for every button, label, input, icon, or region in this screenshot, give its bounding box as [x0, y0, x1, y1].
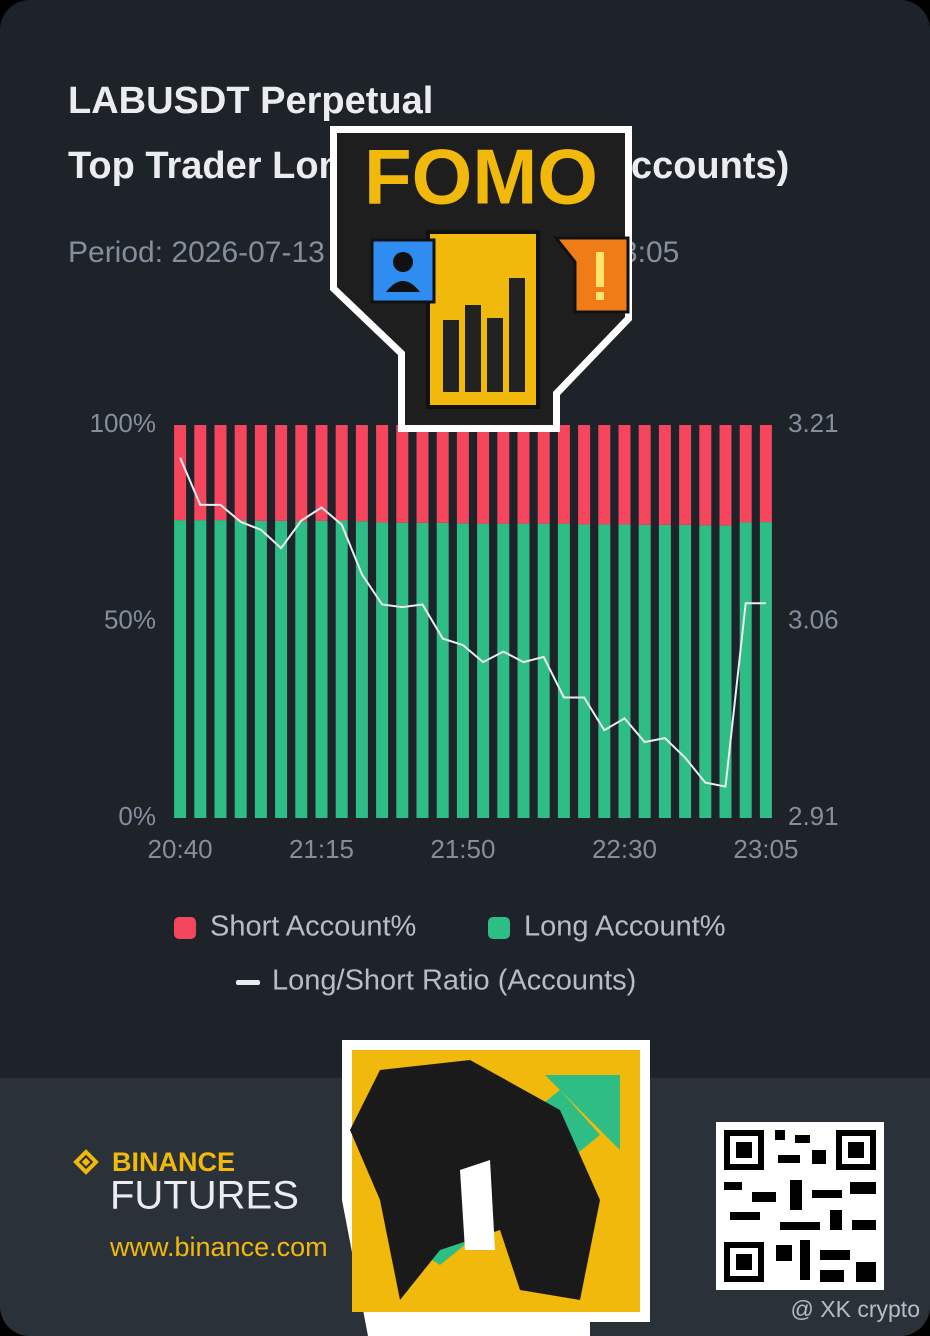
bar-segment: [396, 522, 409, 818]
bar-segment: [194, 520, 207, 818]
bar-segment: [355, 425, 368, 522]
bar-segment: [335, 425, 348, 521]
y-tick-label: 0%: [118, 801, 156, 831]
bar-segment: [759, 425, 772, 523]
bar-segment: [658, 524, 671, 818]
bar-segment: [578, 425, 591, 525]
bar-segment: [234, 425, 247, 521]
bar-segment: [739, 522, 752, 818]
bar-segment: [315, 520, 328, 818]
fomo-sticker: FOMO: [330, 126, 632, 432]
bar-segment: [537, 523, 550, 818]
y-tick-label: 100%: [90, 408, 157, 438]
bull-sticker: [342, 1040, 650, 1336]
bar-segment: [578, 524, 591, 818]
y-tick-label: 50%: [104, 604, 156, 634]
legend-label: Long Account%: [524, 911, 726, 943]
legend-swatch: [174, 917, 196, 939]
bar-segment: [174, 425, 187, 521]
brand: BINANCE: [112, 1147, 235, 1177]
bar-segment: [699, 425, 712, 526]
sticker-text: FOMO: [364, 133, 598, 221]
bar-segment: [477, 425, 490, 524]
bar-segment: [699, 525, 712, 818]
bar-segment: [275, 520, 288, 818]
y2-tick-label: 3.21: [788, 408, 839, 438]
bar-segment: [679, 524, 692, 818]
bar-segment: [376, 522, 389, 818]
legend-swatch: [236, 980, 260, 985]
bar-segment: [234, 520, 247, 818]
credit: @ XK crypto: [791, 1296, 920, 1322]
bar-segment: [456, 425, 469, 524]
x-tick-label: 22:30: [592, 834, 657, 864]
bar-segment: [214, 520, 227, 818]
bar-segment: [517, 425, 530, 524]
legend-label: Short Account%: [210, 911, 416, 943]
bar-segment: [376, 425, 389, 523]
bar-segment: [618, 524, 631, 818]
qr-code: [716, 1122, 884, 1290]
bar-segment: [598, 425, 611, 525]
bar-segment: [719, 425, 732, 526]
title: LABUSDT Perpetual: [68, 80, 433, 122]
x-tick-label: 20:40: [148, 834, 213, 864]
bar-segment: [658, 425, 671, 525]
bar-segment: [638, 425, 651, 525]
bar-segment: [537, 425, 550, 524]
bar-segment: [497, 425, 510, 524]
bar-segment: [396, 425, 409, 523]
legend-swatch: [488, 917, 510, 939]
bar-segment: [355, 521, 368, 818]
bar-segment: [679, 425, 692, 525]
bar-segment: [477, 523, 490, 818]
bar-segment: [638, 524, 651, 818]
bar-segment: [174, 520, 187, 818]
bar-segment: [456, 523, 469, 818]
x-tick-label: 23:05: [733, 834, 798, 864]
bar-segment: [517, 523, 530, 818]
bar-segment: [557, 425, 570, 524]
y2-tick-label: 3.06: [788, 604, 839, 634]
legend: Short Account% Long Account% Long/Short Ra…: [174, 911, 726, 997]
legend-label: Long/Short Ratio (Accounts): [272, 965, 636, 997]
bar-segment: [295, 521, 308, 818]
bar-segment: [254, 520, 267, 818]
bar-segment: [759, 522, 772, 818]
bar-segment: [557, 523, 570, 818]
bar-segment: [598, 524, 611, 818]
bar-segment: [254, 425, 267, 521]
bar-segment: [275, 425, 288, 521]
bar-segment: [214, 425, 227, 521]
bar-segment: [719, 525, 732, 818]
y2-tick-label: 2.91: [788, 801, 839, 831]
url: www.binance.com: [109, 1232, 328, 1262]
x-tick-label: 21:15: [289, 834, 354, 864]
bar-segment: [436, 522, 449, 818]
x-tick-label: 21:50: [430, 834, 495, 864]
ratio-line: [179, 457, 766, 788]
bar-segment: [497, 523, 510, 818]
bar-segment: [335, 520, 348, 818]
product: FUTURES: [110, 1174, 299, 1218]
bar-segment: [739, 425, 752, 523]
plot: 0% 50% 100% 2.91 3.06 3.21 20:40 21:15 21:50 22:3…: [90, 408, 839, 864]
bar-segment: [315, 425, 328, 521]
bar-segment: [295, 425, 308, 522]
bar-segment: [416, 425, 429, 523]
bar-segment: [618, 425, 631, 525]
bar-segment: [436, 425, 449, 523]
bar-segment: [416, 522, 429, 818]
